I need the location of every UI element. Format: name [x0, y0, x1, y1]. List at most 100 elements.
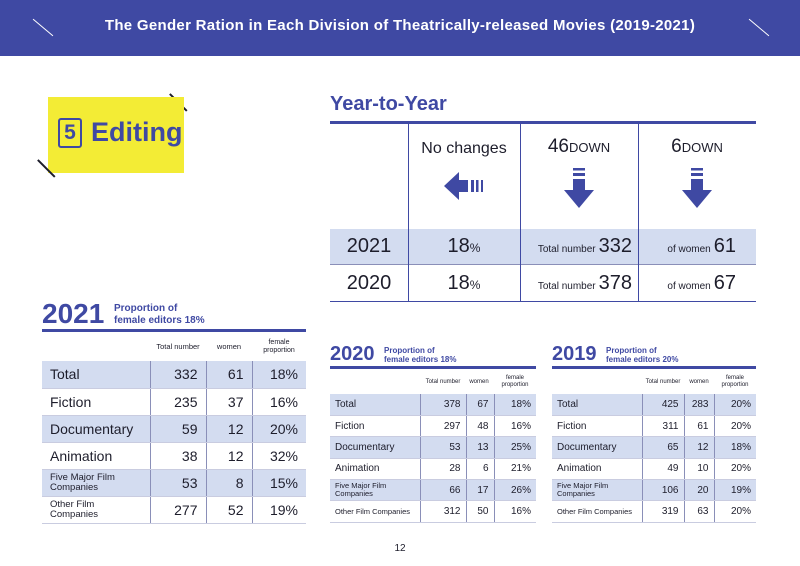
yty-year-2020: 2020	[346, 272, 392, 294]
row-label: Other Film Companies	[552, 500, 642, 523]
row-label: Total	[330, 394, 420, 416]
women-change-word: DOWN	[681, 140, 723, 155]
table-2020-subtitle: Proportion of female editors 18%	[384, 346, 456, 364]
table-row: Five Major Film Companies 106 20 19%	[552, 479, 756, 502]
table-row: Documentary 53 13 25%	[330, 436, 536, 459]
page-number: 12	[394, 543, 406, 554]
column-divider	[408, 124, 409, 301]
yty-pct-2020: 18%	[408, 272, 520, 295]
table-cell: 50	[465, 500, 494, 523]
left-arrow-icon	[444, 168, 484, 209]
table-cell: 17	[465, 479, 494, 502]
table-cell: 16%	[251, 388, 306, 416]
table-2020: Total 378 67 18% Fiction 297 48 16% Documentary 5…	[330, 394, 536, 523]
row-label: Documentary	[42, 415, 150, 443]
column-header: female proportion	[501, 375, 529, 388]
row-label: Animation	[330, 458, 420, 481]
column-divider	[638, 124, 639, 301]
yty-pct-2021: 18%	[408, 235, 520, 258]
no-changes-heading: No changes	[421, 140, 507, 157]
row-label: Fiction	[552, 415, 642, 438]
table-2020-rule	[330, 366, 536, 369]
year-to-year-title: Year-to-Year	[330, 93, 447, 115]
subtitle-line: female editors 18%	[114, 314, 205, 326]
table-cell: 52	[205, 496, 252, 524]
table-row: Fiction 311 61 20%	[552, 415, 756, 438]
table-cell: 277	[149, 496, 206, 524]
column-header: Total number	[425, 379, 461, 385]
table-cell: 65	[641, 436, 684, 459]
table-cell: 312	[419, 500, 466, 523]
row-label: Documentary	[330, 436, 420, 459]
table-cell: 20%	[713, 415, 756, 438]
subtitle-line: Proportion of	[606, 346, 657, 355]
row-label: Animation	[42, 442, 150, 470]
row-label: Other Film Companies	[330, 500, 420, 523]
section-badge: 5 Editing	[48, 97, 184, 173]
table-cell: 16%	[493, 415, 536, 438]
row-label: Documentary	[552, 436, 642, 459]
year-to-year-rule	[330, 121, 756, 124]
table-cell: 53	[419, 436, 466, 459]
table-cell: 332	[149, 361, 206, 389]
table-cell: 32%	[251, 442, 306, 470]
table-cell: 283	[683, 394, 714, 416]
table-2019: Total 425 283 20% Fiction 311 61 20% Documentary…	[552, 394, 756, 523]
table-cell: 297	[419, 415, 466, 438]
table-cell: 28	[419, 458, 466, 481]
column-header: Total number	[156, 342, 200, 351]
table-cell: 18%	[713, 436, 756, 459]
subtitle-line: female editors 20%	[606, 355, 679, 365]
yty-total-label: Total number	[537, 244, 596, 255]
total-change-word: DOWN	[568, 140, 611, 155]
row-label: Total	[552, 394, 642, 416]
table-cell: 63	[683, 500, 714, 523]
table-cell: 6	[465, 458, 494, 481]
yty-year-2021: 2021	[346, 235, 392, 257]
table-cell: 19%	[713, 479, 756, 502]
table-cell: 25%	[493, 436, 536, 459]
subtitle-line: Proportion of	[384, 346, 435, 355]
yty-total-value: 378	[598, 272, 632, 294]
down-arrow-icon	[564, 168, 594, 215]
year-to-year-band	[330, 229, 756, 264]
table-cell: 235	[149, 388, 206, 416]
table-cell: 48	[465, 415, 494, 438]
row-label: Five Major Film Companies	[330, 479, 420, 502]
table-cell: 66	[419, 479, 466, 502]
table-2019-subtitle: Proportion of female editors 20%	[606, 346, 678, 364]
table-cell: 12	[205, 415, 252, 443]
yty-pct-value: 18	[447, 272, 470, 294]
yty-total-2020: Total number 378	[520, 272, 632, 295]
table-cell: 20%	[713, 458, 756, 481]
column-header: Total number	[645, 379, 681, 385]
column-header: women	[216, 342, 242, 351]
table-cell: 26%	[493, 479, 536, 502]
table-2021-year: 2021	[42, 298, 105, 329]
table-cell: 20%	[251, 415, 306, 443]
table-row: Total 332 61 18%	[42, 361, 306, 389]
subtitle-line: Proportion of	[114, 303, 178, 314]
table-row: Animation 38 12 32%	[42, 442, 306, 470]
yty-pct-unit: %	[469, 278, 481, 292]
column-header: female proportion	[721, 375, 749, 388]
subtitle-line: female editors 18%	[384, 355, 457, 365]
table-cell: 37	[205, 388, 252, 416]
table-cell: 38	[149, 442, 206, 470]
table-cell: 15%	[251, 469, 306, 497]
table-cell: 53	[149, 469, 206, 497]
table-cell: 378	[419, 394, 466, 416]
table-cell: 20	[683, 479, 714, 502]
table-row: Other Film Companies 312 50 16%	[330, 500, 536, 523]
table-cell: 61	[683, 415, 714, 438]
yty-women-value: 61	[713, 235, 736, 257]
column-divider	[520, 124, 521, 301]
divider	[330, 264, 756, 265]
table-cell: 19%	[251, 496, 306, 524]
divider	[330, 301, 756, 302]
yty-total-value: 332	[598, 235, 632, 257]
row-label: Animation	[552, 458, 642, 481]
table-2021: Total 332 61 18% Fiction 235 37 16% Documentary 5…	[42, 361, 306, 524]
table-2021-rule	[42, 329, 306, 332]
table-cell: 18%	[493, 394, 536, 416]
